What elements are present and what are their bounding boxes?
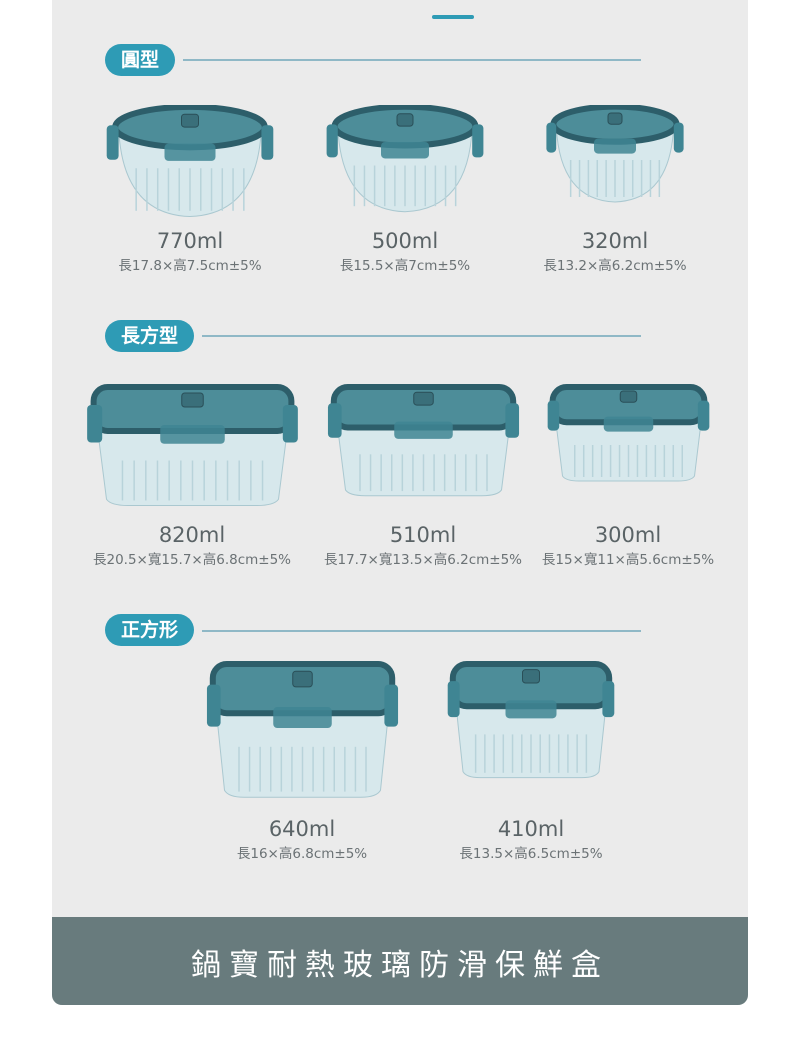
container-image (326, 105, 484, 213)
section-divider (202, 335, 641, 337)
product-capacity: 410ml (497, 817, 565, 841)
product-capacity: 770ml (156, 229, 224, 253)
product-dimensions: 長17.7×寬13.5×高6.2cm±5% (323, 552, 522, 568)
product-dimensions: 長16×高6.8cm±5% (236, 846, 368, 862)
product-capacity: 820ml (158, 523, 226, 547)
section-badge: 正方形 (105, 614, 195, 646)
product-item: 300ml 長15×寬11×高5.6cm±5% (508, 383, 748, 570)
product-capacity: 300ml (594, 523, 662, 547)
product-dimensions: 長17.8×高7.5cm±5% (118, 258, 262, 274)
product-dimensions: 長13.5×高6.5cm±5% (459, 846, 603, 862)
product-capacity: 640ml (268, 817, 336, 841)
product-item: 320ml 長13.2×高6.2cm±5% (495, 105, 735, 276)
product-dimensions: 長20.5×寬15.7×高6.8cm±5% (92, 552, 291, 568)
product-capacity: 500ml (371, 229, 439, 253)
product-capacity: 320ml (581, 229, 649, 253)
product-dimensions: 長15×寬11×高5.6cm±5% (541, 552, 715, 568)
section-badge: 長方型 (105, 320, 195, 352)
section-divider (202, 630, 641, 632)
container-image (206, 661, 398, 798)
product-dimensions: 長13.2×高6.2cm±5% (543, 258, 687, 274)
container-image (546, 105, 684, 203)
product-item: 510ml 長17.7×寬13.5×高6.2cm±5% (303, 383, 543, 570)
section-divider (183, 59, 641, 61)
container-image (447, 661, 615, 779)
product-panel: 鍋寶耐熱玻璃防滑保鮮盒 圓型 770ml 長17.8×高7.5cm±5% 500ml 長… (52, 0, 748, 1005)
footer-banner: 鍋寶耐熱玻璃防滑保鮮盒 (52, 917, 748, 1005)
product-item: 640ml 長16×高6.8cm±5% (182, 660, 422, 864)
product-item: 770ml 長17.8×高7.5cm±5% (70, 105, 310, 276)
product-item: 410ml 長13.5×高6.5cm±5% (411, 660, 651, 864)
container-image (86, 384, 298, 506)
top-accent-bar (432, 15, 474, 19)
product-capacity: 510ml (389, 523, 457, 547)
footer-title: 鍋寶耐熱玻璃防滑保鮮盒 (191, 948, 609, 983)
product-item: 820ml 長20.5×寬15.7×高6.8cm±5% (72, 383, 312, 570)
container-image (547, 384, 709, 482)
product-item: 500ml 長15.5×高7cm±5% (285, 105, 525, 276)
section-badge: 圓型 (105, 44, 176, 76)
container-image (327, 384, 519, 497)
container-image (106, 105, 274, 218)
product-dimensions: 長15.5×高7cm±5% (339, 258, 471, 274)
